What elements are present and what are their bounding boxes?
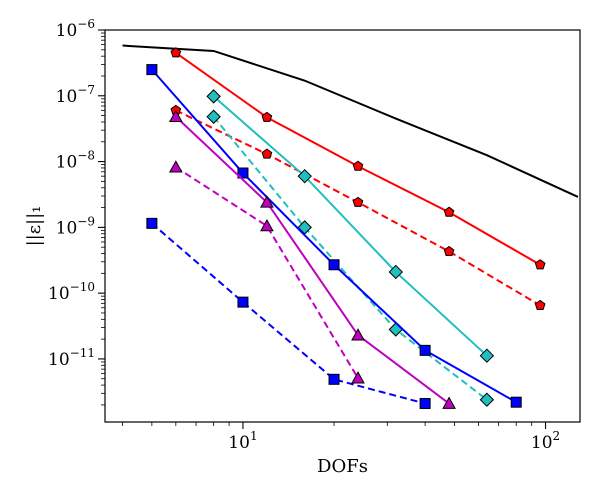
data-point <box>261 111 273 122</box>
data-point <box>442 396 456 409</box>
data-point <box>237 296 249 308</box>
series-6 <box>146 217 431 410</box>
series-1 <box>170 47 546 270</box>
data-point <box>328 259 340 271</box>
x-tick-label: 101 <box>228 429 257 453</box>
series-line <box>175 116 450 405</box>
data-point <box>146 64 158 76</box>
data-point <box>146 217 158 229</box>
data-point <box>168 160 183 173</box>
data-point <box>328 373 340 385</box>
series-layer <box>122 44 579 410</box>
data-point <box>206 89 221 104</box>
series-line <box>151 68 517 404</box>
data-point <box>352 160 364 171</box>
y-tick-label: 10−11 <box>48 346 95 370</box>
data-point <box>351 371 365 384</box>
y-tick-label: 10−9 <box>56 214 95 238</box>
y-tick-label: 10−8 <box>56 149 95 173</box>
data-point <box>170 47 182 58</box>
series-2 <box>170 104 546 310</box>
ticks-layer: 101 102 10−11 10−10 10−9 10−8 10−7 10−6 <box>48 17 560 453</box>
series-line <box>175 109 541 307</box>
series-3 <box>206 89 495 363</box>
series-5 <box>146 64 522 408</box>
y-tick-label: 10−7 <box>56 83 95 107</box>
y-tick-label: 10−10 <box>48 280 95 304</box>
plot-frame <box>104 29 581 423</box>
data-point <box>534 259 546 270</box>
data-point <box>237 167 249 179</box>
y-axis-title: ||ε||₁ <box>24 206 45 247</box>
series-line <box>122 44 579 198</box>
data-point <box>351 328 365 341</box>
series-0 <box>122 44 579 198</box>
series-line <box>151 222 426 405</box>
series-8 <box>168 160 365 384</box>
series-line <box>212 95 488 357</box>
data-point <box>168 109 183 123</box>
data-point <box>443 245 455 257</box>
data-point <box>510 396 522 408</box>
data-point <box>260 218 274 232</box>
data-point <box>297 168 312 184</box>
series-line <box>175 166 359 379</box>
data-point <box>479 392 495 407</box>
data-point <box>443 206 455 217</box>
series-7 <box>168 109 456 409</box>
data-point <box>260 195 274 208</box>
x-tick-label: 102 <box>531 429 560 453</box>
y-tick-label: 10−6 <box>56 17 95 41</box>
series-line <box>212 116 488 401</box>
data-point <box>479 348 495 363</box>
data-point <box>419 344 431 356</box>
data-point <box>419 398 431 410</box>
data-point <box>388 264 404 280</box>
data-point <box>206 109 221 124</box>
data-point <box>261 148 273 159</box>
data-point <box>352 196 364 207</box>
data-point <box>534 299 546 310</box>
series-4 <box>206 109 495 407</box>
x-axis-title: DOFs <box>317 456 368 477</box>
